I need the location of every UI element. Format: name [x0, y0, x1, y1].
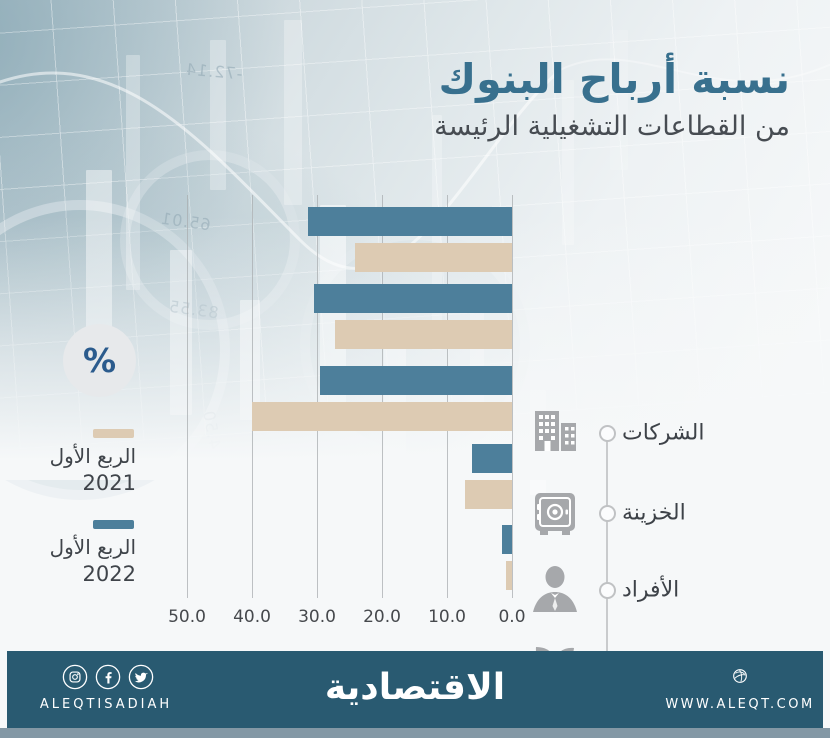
twitter-icon[interactable] — [128, 664, 154, 690]
bar-2022 — [502, 525, 512, 554]
legend-label: الربع الأول — [49, 444, 136, 468]
bar-chart-plot: 50.0 40.0 30.0 20.0 10.0 0.0 — [168, 195, 526, 627]
footer-bottom-strip — [0, 728, 830, 738]
axis-tick-label: 30.0 — [298, 607, 336, 627]
bar-2022 — [320, 366, 512, 395]
bar-2021 — [252, 402, 512, 431]
website-url[interactable]: WWW.ALEQT.COM — [665, 697, 815, 712]
facebook-icon[interactable] — [95, 664, 121, 690]
bar-2022 — [472, 444, 512, 473]
bar-2021 — [506, 561, 512, 590]
page-title: نسبة أرباح البنوك — [438, 55, 790, 103]
header: نسبة أرباح البنوك من القطاعات التشغيلية … — [434, 55, 790, 143]
category-label: الأفراد — [622, 577, 680, 603]
gridline — [187, 195, 188, 598]
category-label: الخزينة — [622, 500, 686, 526]
legend-swatch-2021 — [93, 429, 134, 438]
footer: ALEQTISADIAH الاقتصادية WWW.ALEQT.COM — [7, 651, 823, 728]
bar-2022 — [307, 207, 512, 236]
percent-symbol: % — [82, 341, 117, 380]
bar-2021 — [335, 320, 512, 349]
gridline — [512, 195, 513, 598]
legend-swatch-2022 — [93, 520, 134, 529]
safe-icon — [527, 485, 583, 541]
axis-tick-label: 50.0 — [168, 607, 206, 627]
axis-tick-label: 40.0 — [233, 607, 271, 627]
instagram-icon[interactable] — [62, 664, 88, 690]
bar-2021 — [354, 243, 512, 272]
person-icon — [527, 562, 583, 618]
legend-entry-2021: الربع الأول 2021 — [16, 444, 136, 496]
legend-year: 2021 — [82, 471, 136, 495]
bar-2021 — [464, 480, 512, 509]
social-handle: ALEQTISADIAH — [39, 697, 173, 712]
gridline — [317, 195, 318, 598]
globe-icon — [733, 669, 747, 683]
background-fade — [0, 0, 830, 480]
legend-label: الربع الأول — [49, 535, 136, 559]
buildings-icon — [527, 405, 583, 461]
category-label: الشركات — [622, 420, 705, 446]
legend-entry-2022: الربع الأول 2022 — [16, 535, 136, 587]
axis-tick-label: 0.0 — [498, 607, 526, 627]
legend-year: 2022 — [82, 562, 136, 586]
gridline — [252, 195, 253, 598]
gridline — [382, 195, 383, 598]
axis-tick-label: 20.0 — [363, 607, 401, 627]
bar-2022 — [313, 284, 512, 313]
axis-tick-label: 10.0 — [428, 607, 466, 627]
brand-logo: الاقتصادية — [324, 667, 506, 708]
social-icons — [62, 664, 154, 690]
page-subtitle: من القطاعات التشغيلية الرئيسة — [434, 111, 790, 143]
percent-badge: % — [63, 324, 136, 397]
gridline — [447, 195, 448, 598]
